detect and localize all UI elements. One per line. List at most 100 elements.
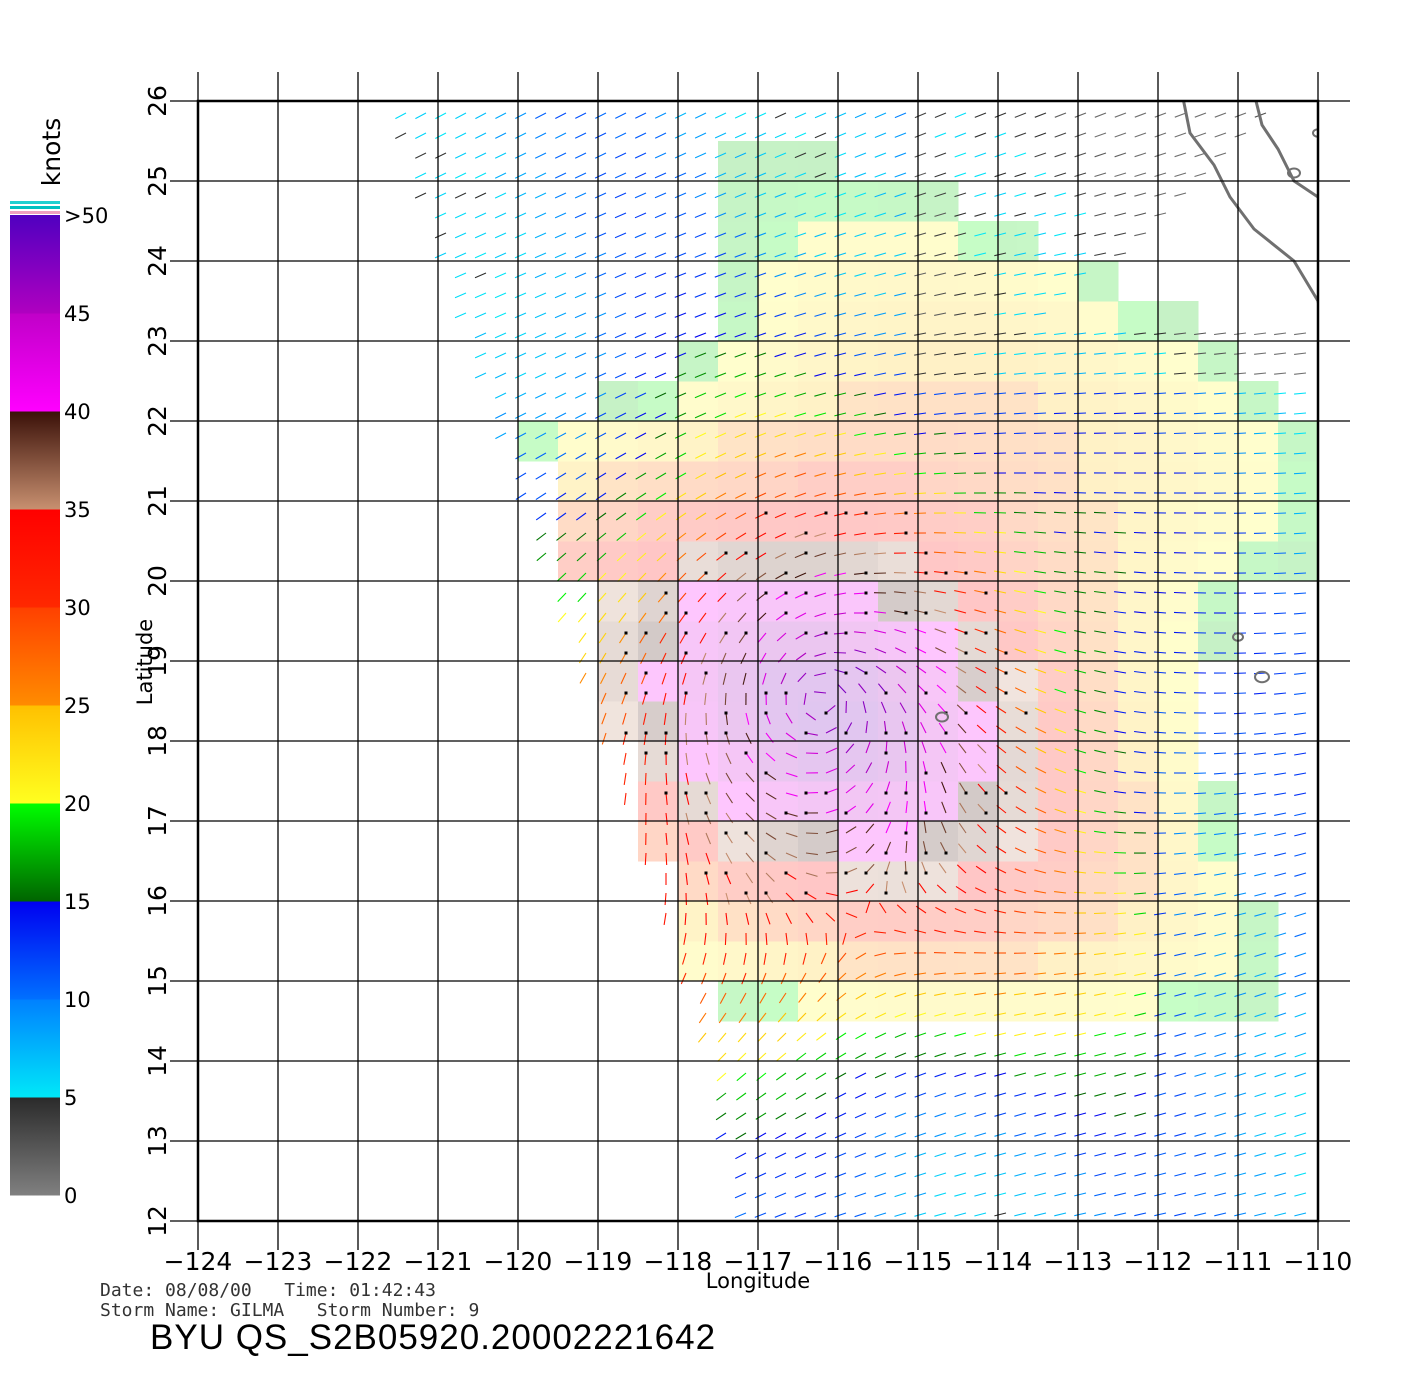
wind-vector [994, 112, 1007, 118]
wind-vector [1153, 872, 1167, 875]
wind-vector [634, 372, 647, 379]
wind-vector [955, 885, 967, 894]
plot-frame [196, 99, 1320, 1223]
speed-shade-cell [1038, 541, 1079, 582]
wind-vector [834, 352, 847, 357]
wind-vector [1274, 832, 1287, 837]
wind-vector [774, 452, 787, 458]
wind-vector [883, 721, 887, 734]
wind-vector [615, 112, 627, 119]
wind-vector [1194, 352, 1207, 355]
wind-vector [765, 712, 771, 725]
wind-vector [914, 232, 927, 237]
wind-vector [842, 932, 847, 945]
wind-vector [616, 552, 627, 562]
rain-flag-dot [904, 791, 908, 795]
wind-vector [795, 1112, 807, 1120]
wind-vector [574, 132, 587, 139]
speed-shade-cell [678, 461, 719, 502]
wind-vector [802, 952, 807, 965]
wind-vector [677, 592, 687, 603]
wind-vector [855, 1052, 867, 1060]
wind-vector [738, 632, 747, 644]
wind-vector [736, 572, 747, 581]
colorbar-band [10, 705, 60, 804]
speed-shade-cell [998, 261, 1039, 302]
wind-vector [1134, 1132, 1147, 1137]
wind-vector [1073, 531, 1087, 534]
speed-shade-cell [838, 421, 879, 462]
wind-vector [1014, 312, 1027, 316]
wind-vector [554, 252, 567, 259]
wind-vector [913, 492, 927, 495]
x-tick-label: −116 [804, 1247, 873, 1276]
wind-vector [1074, 1072, 1087, 1077]
wind-vector [1173, 691, 1187, 694]
wind-vector [1173, 631, 1187, 634]
wind-vector [776, 632, 787, 642]
wind-vector [854, 152, 867, 158]
wind-vector [785, 732, 796, 741]
wind-vector [595, 452, 607, 460]
wind-vector [759, 652, 767, 664]
wind-vector [577, 592, 587, 603]
wind-vector [578, 632, 587, 644]
wind-vector [1253, 712, 1267, 715]
wind-vector [974, 887, 987, 894]
wind-vector [1233, 432, 1247, 435]
rain-flag-dot [704, 731, 708, 735]
speed-shade-cell [678, 741, 719, 782]
wind-vector [1054, 748, 1067, 754]
wind-vector [755, 532, 767, 540]
wind-vector [704, 692, 707, 705]
wind-vector [1034, 687, 1047, 694]
wind-vector [1094, 790, 1107, 794]
wind-vector [1034, 551, 1047, 554]
wind-vector [1014, 868, 1027, 874]
wind-vector [794, 132, 807, 139]
wind-vector [954, 112, 967, 119]
rain-flag-dot [624, 691, 628, 695]
wind-vector [680, 972, 687, 985]
speed-shade-cell [918, 581, 959, 622]
speed-shade-cell [1038, 461, 1079, 502]
rain-flag-dot [824, 631, 828, 635]
wind-vector [1074, 1012, 1087, 1017]
wind-vector [834, 1212, 847, 1218]
wind-vector [554, 212, 567, 219]
speed-shade-cell [598, 661, 639, 702]
wind-vector [1134, 932, 1147, 936]
y-tick-label: 17 [143, 805, 172, 837]
wind-vector [936, 884, 947, 894]
wind-vector [914, 1192, 927, 1198]
wind-vector [1174, 1112, 1187, 1117]
speed-shade-cell [838, 181, 879, 222]
wind-vector [1014, 172, 1027, 178]
wind-vector [1034, 232, 1047, 237]
wind-vector [1194, 1172, 1207, 1177]
wind-vector [1113, 392, 1127, 395]
wind-vector [1134, 611, 1147, 614]
wind-vector [1074, 689, 1087, 694]
wind-vector [714, 352, 727, 358]
wind-vector [654, 272, 667, 279]
wind-vector [1093, 932, 1107, 935]
wind-vector [778, 992, 787, 1004]
wind-vector [494, 272, 507, 279]
wind-vector [737, 1032, 747, 1043]
wind-vector [1274, 1212, 1287, 1217]
wind-vector [775, 1092, 787, 1101]
speed-shade-cell [678, 421, 719, 462]
wind-vector [1074, 332, 1087, 336]
wind-vector [1154, 132, 1167, 138]
wind-vector [535, 112, 547, 119]
y-tick-label: 16 [143, 885, 172, 917]
wind-vector [557, 612, 567, 623]
wind-vector [1093, 871, 1107, 874]
wind-vector [515, 412, 527, 419]
wind-vector [874, 212, 887, 218]
wind-vector [1254, 812, 1267, 816]
wind-vector [534, 312, 547, 319]
wind-vector [1273, 672, 1287, 675]
speed-shade-cell [598, 421, 639, 462]
